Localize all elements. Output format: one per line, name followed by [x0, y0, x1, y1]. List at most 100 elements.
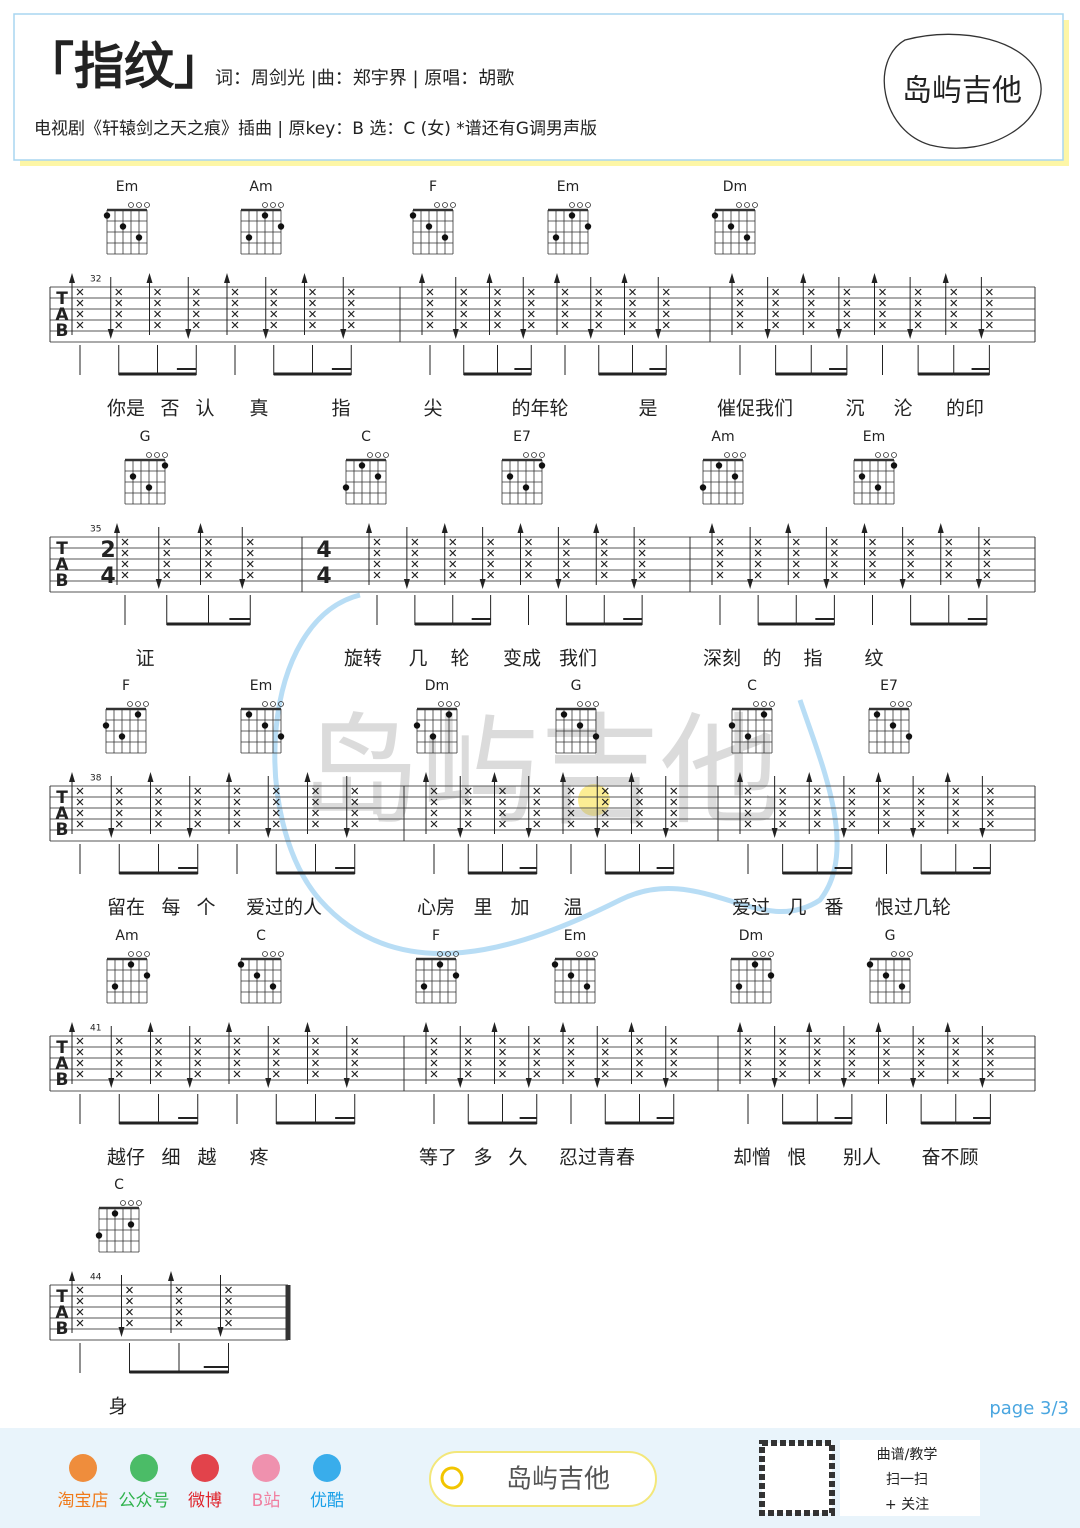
lyric: 加: [510, 897, 529, 919]
footer-link[interactable]: 淘宝店: [58, 1491, 109, 1511]
chord-dot: [743, 234, 751, 241]
strum-x: [638, 560, 646, 568]
strum-x: [115, 288, 123, 296]
lyric: 指: [803, 648, 822, 670]
strum-x: [567, 1048, 575, 1056]
strum-x: [985, 288, 993, 296]
footer-link[interactable]: B站: [252, 1491, 281, 1511]
measure-number: 41: [90, 1024, 101, 1034]
strum-x: [494, 288, 501, 296]
arrow-head: [979, 1078, 986, 1088]
strum-x: [155, 1070, 162, 1078]
lyric: 爱过的人: [246, 897, 322, 919]
strum-x: [986, 787, 994, 795]
logo-ring: [883, 33, 1042, 149]
strum-x: [869, 560, 876, 568]
strum-x: [76, 1319, 84, 1327]
strum-x: [225, 1297, 232, 1305]
strum-x: [914, 321, 922, 329]
strum-x: [807, 321, 815, 329]
strum-x: [848, 1070, 856, 1078]
strum-x: [907, 549, 915, 557]
lyric: 我们: [559, 648, 597, 670]
chord-dot: [715, 462, 723, 469]
strum-x: [754, 571, 762, 579]
strum-x: [225, 1308, 232, 1316]
arrow-head: [910, 828, 917, 838]
strum-x: [883, 1059, 890, 1067]
strum-x: [843, 321, 851, 329]
arrow-head: [108, 1078, 115, 1088]
lyric: 旋转: [344, 648, 382, 670]
measure-number: 35: [90, 525, 101, 535]
strum-x: [600, 560, 608, 568]
arrow-head: [655, 329, 662, 339]
strum-x: [945, 549, 953, 557]
arrow-head: [594, 828, 601, 838]
footer-link[interactable]: 优酷: [310, 1491, 344, 1511]
lyric: 证: [135, 648, 154, 670]
strum-x: [848, 787, 856, 795]
search-box[interactable]: [429, 1451, 657, 1507]
lyric: 久: [508, 1147, 527, 1169]
open-string: [262, 951, 268, 957]
chord-dot: [127, 961, 135, 968]
strum-x: [272, 820, 280, 828]
strum-x: [601, 809, 609, 817]
arrow-head: [146, 273, 153, 283]
open-string: [890, 701, 896, 707]
arrow-head: [226, 772, 232, 782]
strum-x: [917, 787, 925, 795]
qr-code[interactable]: [759, 1440, 835, 1516]
strum-x: [792, 571, 800, 579]
strum-x: [945, 538, 953, 546]
arrow-head: [875, 1022, 882, 1032]
strum-x: [629, 288, 636, 296]
strum-x: [76, 1286, 84, 1294]
strum-x: [175, 1297, 183, 1305]
strum-x: [115, 310, 123, 318]
strum-x: [636, 798, 643, 806]
arrow-head: [587, 329, 594, 339]
open-string: [761, 701, 767, 707]
strum-x: [601, 1048, 609, 1056]
arrow-head: [764, 329, 771, 339]
arrow-head: [343, 828, 350, 838]
strum-x: [986, 1037, 994, 1045]
strum-x: [883, 1048, 890, 1056]
lyric: 温: [563, 897, 582, 919]
strum-x: [883, 798, 890, 806]
strum-x: [533, 1037, 541, 1045]
open-string: [367, 452, 373, 458]
strum-x: [115, 321, 123, 329]
strum-x: [154, 299, 161, 307]
strum-x: [952, 1059, 960, 1067]
strum-x: [460, 310, 468, 318]
arrow-head: [69, 772, 75, 782]
strum-x: [914, 288, 922, 296]
footer-link[interactable]: 公众号: [119, 1491, 170, 1511]
strum-x: [985, 321, 993, 329]
open-string: [883, 452, 889, 458]
strum-x: [716, 538, 724, 546]
strum-x: [779, 820, 787, 828]
strum-x: [460, 299, 468, 307]
strum-x: [76, 299, 84, 307]
chord-name: C: [361, 429, 371, 445]
chord-dot: [711, 212, 719, 219]
strum-x: [952, 787, 960, 795]
chord-dot: [237, 961, 245, 968]
strum-x: [154, 321, 161, 329]
arrow-head: [197, 523, 204, 533]
strum-x: [155, 809, 162, 817]
strum-x: [309, 321, 316, 329]
arrow-head: [239, 579, 246, 589]
arrow-head: [217, 1327, 224, 1337]
strum-x: [848, 1037, 856, 1045]
footer-link[interactable]: 微博: [188, 1491, 222, 1511]
strum-x: [629, 310, 636, 318]
strum-x: [126, 1297, 133, 1305]
lyric: 个: [196, 897, 215, 919]
strum-x: [879, 321, 886, 329]
strum-x: [952, 798, 960, 806]
